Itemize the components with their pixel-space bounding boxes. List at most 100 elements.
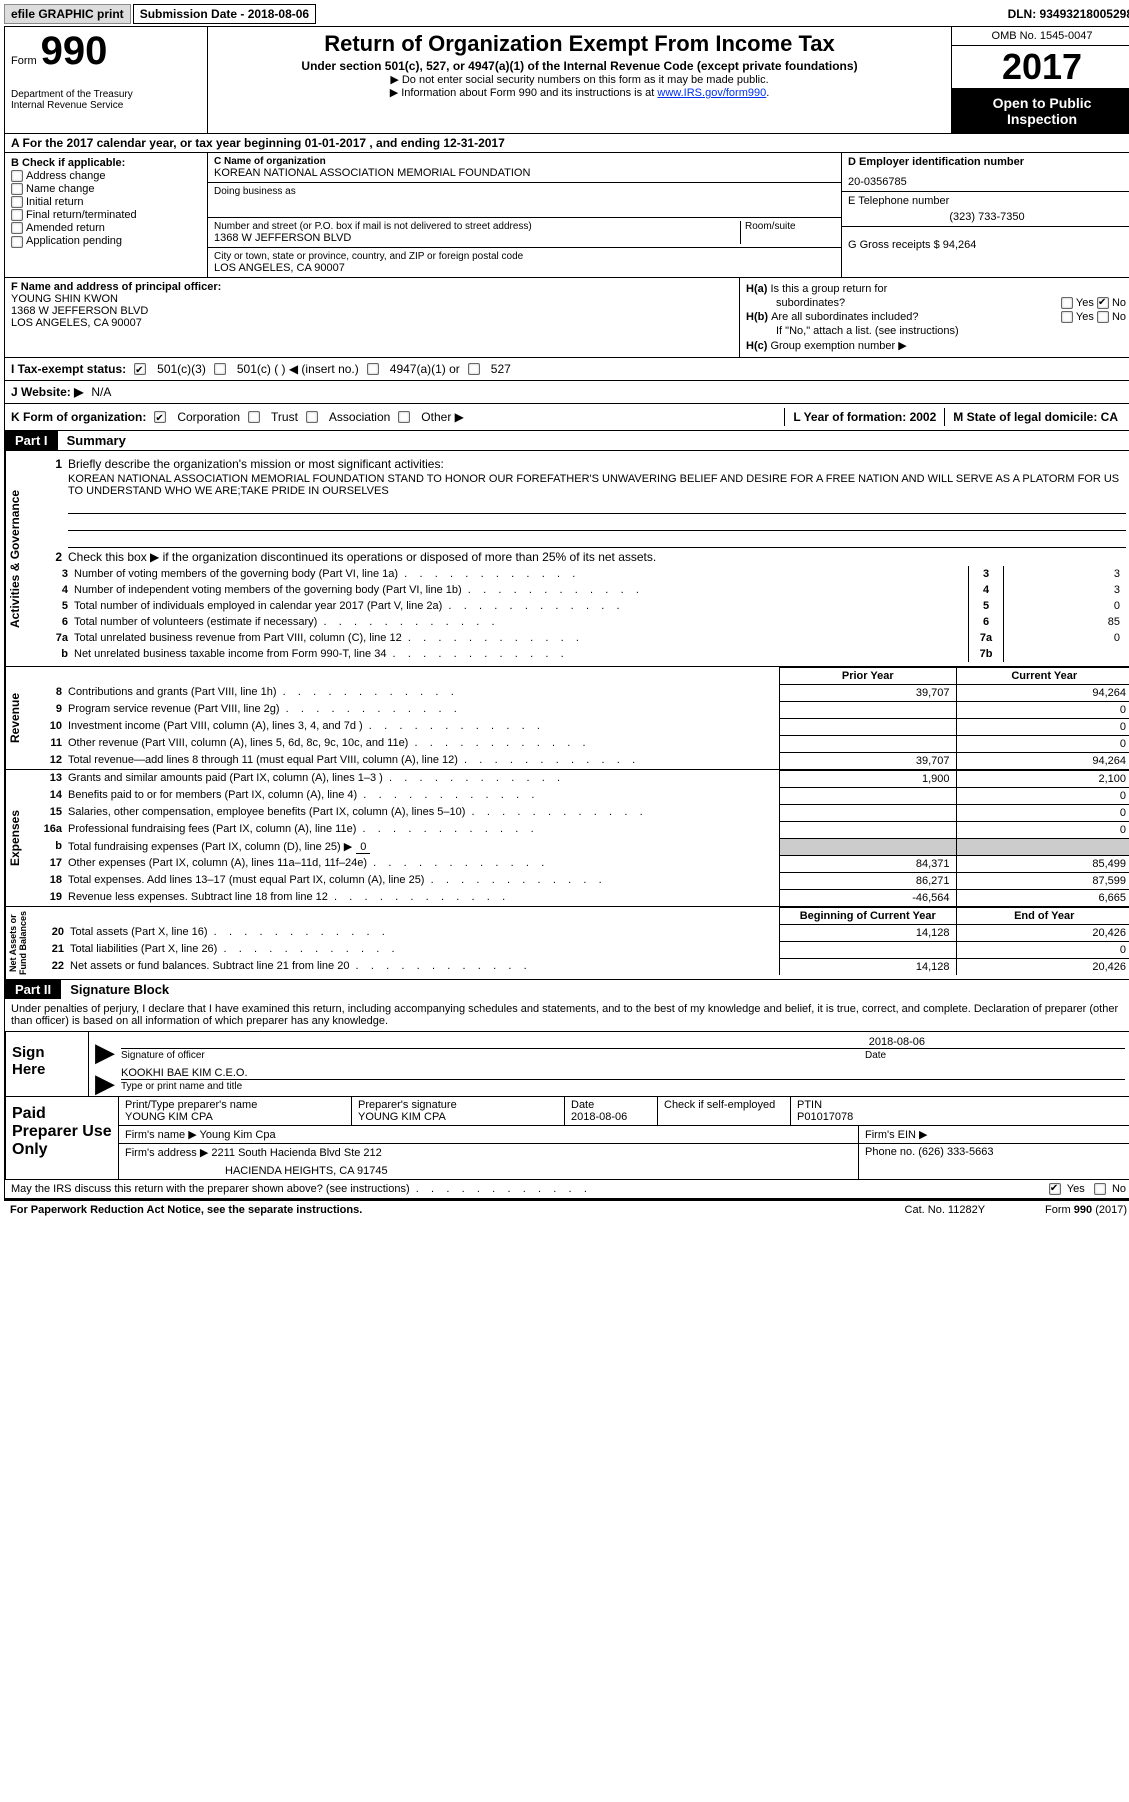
top-bar: efile GRAPHIC print Submission Date - 20… <box>4 4 1129 24</box>
chk-corp[interactable] <box>154 411 166 423</box>
summary-line: bNet unrelated business taxable income f… <box>34 646 1126 662</box>
sign-here-block: Sign Here ▶ 2018-08-06 Signature of offi… <box>5 1031 1129 1096</box>
part1-title: Summary <box>61 431 132 450</box>
chk-assoc[interactable] <box>306 411 318 423</box>
header-center: Return of Organization Exempt From Incom… <box>208 27 951 133</box>
gross-box: G Gross receipts $ 94,264 <box>842 227 1129 254</box>
form-container: Form 990 Department of the Treasury Inte… <box>4 26 1129 1201</box>
officer-box: F Name and address of principal officer:… <box>5 278 740 357</box>
dept-irs: Internal Revenue Service <box>11 100 201 111</box>
mission-text: KOREAN NATIONAL ASSOCIATION MEMORIAL FOU… <box>34 473 1126 497</box>
efile-btn[interactable]: efile GRAPHIC print <box>4 4 131 24</box>
ha-yes[interactable] <box>1061 297 1073 309</box>
city-address: LOS ANGELES, CA 90007 <box>214 262 835 274</box>
vtab-revenue: Revenue <box>5 667 28 769</box>
chk-501c[interactable] <box>214 363 226 375</box>
preparer-signature: YOUNG KIM CPA <box>358 1111 558 1123</box>
chk-name[interactable]: Name change <box>11 183 201 195</box>
tax-year: 2017 <box>952 46 1129 89</box>
col-d: D Employer identification number 20-0356… <box>841 153 1129 277</box>
part2-header-row: Part II Signature Block <box>5 980 1129 999</box>
summary-line: 16aProfessional fundraising fees (Part I… <box>28 821 1129 838</box>
summary-line: 5Total number of individuals employed in… <box>34 598 1126 614</box>
declaration-text: Under penalties of perjury, I declare th… <box>5 999 1129 1031</box>
col-b-checkboxes: B Check if applicable: Address change Na… <box>5 153 208 277</box>
hb-yes[interactable] <box>1061 311 1073 323</box>
arrow-icon: ▶ <box>95 1045 115 1061</box>
chk-final[interactable]: Final return/terminated <box>11 209 201 221</box>
chk-pending[interactable]: Application pending <box>11 235 201 247</box>
summary-line: 22Net assets or fund balances. Subtract … <box>30 958 1129 975</box>
chk-other[interactable] <box>398 411 410 423</box>
footer-row: For Paperwork Reduction Act Notice, see … <box>4 1201 1129 1219</box>
omb-number: OMB No. 1545-0047 <box>952 27 1129 46</box>
mid-grid: F Name and address of principal officer:… <box>5 278 1129 358</box>
summary-line: bTotal fundraising expenses (Part IX, co… <box>28 838 1129 855</box>
hdr-current-year: Current Year <box>957 668 1129 684</box>
dln: DLN: 93493218005298 <box>1008 7 1129 21</box>
form-title: Return of Organization Exempt From Incom… <box>214 31 945 57</box>
ha-no[interactable] <box>1097 297 1109 309</box>
note-info: Information about Form 990 and its instr… <box>214 86 945 99</box>
part2-badge: Part II <box>5 980 61 999</box>
k-org-row: K Form of organization: Corporation Trus… <box>5 404 1129 431</box>
tax-status-row: I Tax-exempt status: 501(c)(3) 501(c) ( … <box>5 358 1129 381</box>
summary-line: 19Revenue less expenses. Subtract line 1… <box>28 889 1129 906</box>
firm-name: Young Kim Cpa <box>200 1129 276 1141</box>
h-group-box: H(a) Is this a group return for subordin… <box>740 278 1129 357</box>
officer-name: YOUNG SHIN KWON <box>11 293 733 305</box>
discuss-no[interactable] <box>1094 1183 1106 1195</box>
preparer-date: 2018-08-06 <box>571 1111 651 1123</box>
cat-number: Cat. No. 11282Y <box>905 1204 986 1216</box>
hb-no[interactable] <box>1097 311 1109 323</box>
discuss-yes[interactable] <box>1049 1183 1061 1195</box>
form-label: Form <box>11 55 37 67</box>
summary-line: 17Other expenses (Part IX, column (A), l… <box>28 855 1129 872</box>
chk-4947[interactable] <box>367 363 379 375</box>
street-box: Number and street (or P.O. box if mail i… <box>208 218 841 248</box>
open-to-public: Open to PublicInspection <box>952 89 1129 133</box>
summary-line: 11Other revenue (Part VIII, column (A), … <box>28 735 1129 752</box>
sig-date-value: 2018-08-06 <box>121 1036 1125 1048</box>
tel-value: (323) 733-7350 <box>848 211 1126 223</box>
firm-address: 2211 South Hacienda Blvd Ste 212 <box>211 1147 381 1159</box>
chk-initial[interactable]: Initial return <box>11 196 201 208</box>
tel-box: E Telephone number (323) 733-7350 <box>842 192 1129 227</box>
website-row: J Website: ▶ N/A <box>5 381 1129 404</box>
summary-line: 21Total liabilities (Part X, line 26) 0 <box>30 941 1129 958</box>
chk-trust[interactable] <box>248 411 260 423</box>
summary-line: 10Investment income (Part VIII, column (… <box>28 718 1129 735</box>
firm-phone: Phone no. (626) 333-5663 <box>859 1144 1129 1179</box>
summary-line: 9Program service revenue (Part VIII, lin… <box>28 701 1129 718</box>
website-value: N/A <box>91 385 111 399</box>
section-expenses: Expenses 13Grants and similar amounts pa… <box>5 770 1129 907</box>
col-b-header: B Check if applicable: <box>11 157 201 169</box>
vtab-net-assets: Net Assets or Fund Balances <box>5 907 30 979</box>
state-domicile: M State of legal domicile: CA <box>944 408 1126 426</box>
header-left: Form 990 Department of the Treasury Inte… <box>5 27 208 133</box>
preparer-name: YOUNG KIM CPA <box>125 1111 345 1123</box>
section-governance: Activities & Governance 1Briefly describ… <box>5 451 1129 667</box>
summary-line: 3Number of voting members of the governi… <box>34 566 1126 582</box>
ein-box: D Employer identification number 20-0356… <box>842 153 1129 192</box>
chk-501c3[interactable] <box>134 363 146 375</box>
info-grid: B Check if applicable: Address change Na… <box>5 153 1129 278</box>
summary-line: 12Total revenue—add lines 8 through 11 (… <box>28 752 1129 769</box>
paid-preparer-block: Paid Preparer Use Only Print/Type prepar… <box>5 1096 1129 1180</box>
summary-line: 4Number of independent voting members of… <box>34 582 1126 598</box>
org-name: KOREAN NATIONAL ASSOCIATION MEMORIAL FOU… <box>214 167 835 179</box>
header-right: OMB No. 1545-0047 2017 Open to PublicIns… <box>951 27 1129 133</box>
submission-date: Submission Date - 2018-08-06 <box>133 4 316 24</box>
chk-527[interactable] <box>468 363 480 375</box>
hdr-beginning: Beginning of Current Year <box>780 908 957 924</box>
note-ssn: Do not enter social security numbers on … <box>214 73 945 86</box>
summary-line: 20Total assets (Part X, line 16) 14,128 … <box>30 924 1129 941</box>
arrow-icon: ▶ <box>95 1076 115 1092</box>
sign-here-label: Sign Here <box>6 1032 89 1096</box>
street-address: 1368 W JEFFERSON BLVD <box>214 232 740 244</box>
officer-name-title: KOOKHI BAE KIM C.E.O. <box>121 1067 1125 1079</box>
chk-amended[interactable]: Amended return <box>11 222 201 234</box>
chk-address[interactable]: Address change <box>11 170 201 182</box>
irs-link[interactable]: www.IRS.gov/form990 <box>657 87 766 99</box>
form-number: 990 <box>41 31 108 71</box>
